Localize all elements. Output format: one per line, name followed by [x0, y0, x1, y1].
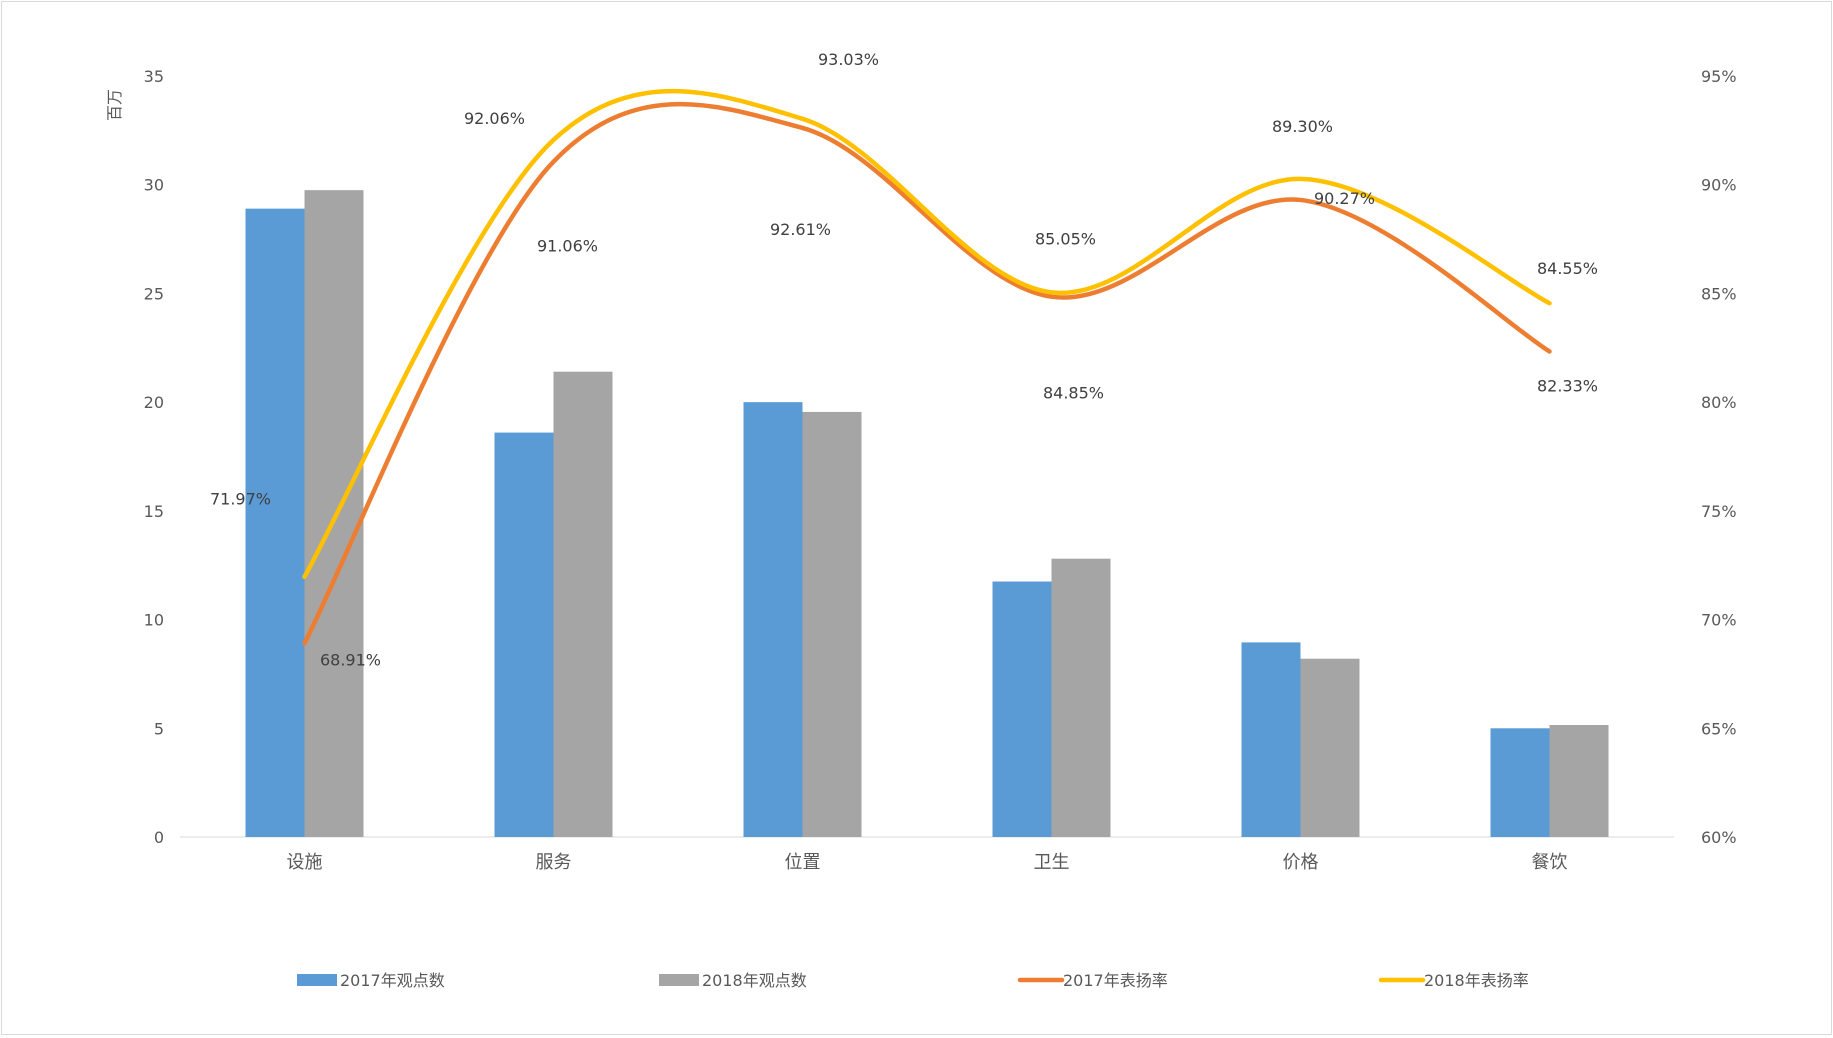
- bar-2018: [802, 411, 862, 837]
- y-left-tick-label: 35: [144, 67, 164, 86]
- lines: [302, 88, 1552, 646]
- data-label-2017: 92.61%: [770, 220, 831, 239]
- data-label-2018: 71.97%: [210, 490, 271, 509]
- x-tick-label: 价格: [1283, 852, 1319, 873]
- y-left-tick-label: 10: [144, 611, 164, 630]
- y-left-tick-label: 15: [144, 502, 164, 521]
- bar-2017: [1241, 642, 1301, 837]
- y-right-tick-label: 60%: [1701, 828, 1737, 847]
- bar-2017: [992, 581, 1052, 837]
- data-label-2017: 84.85%: [1043, 384, 1104, 403]
- bar-2017: [494, 432, 554, 837]
- bar-2018: [304, 190, 364, 837]
- y-right-tick-label: 85%: [1701, 284, 1737, 303]
- legend-swatch: [659, 974, 699, 986]
- y-left-tick-label: 5: [154, 719, 164, 738]
- bar-2018: [1300, 658, 1360, 837]
- y-right-tick-label: 80%: [1701, 393, 1737, 412]
- axes: 0 5 10 15 20 25 30 35 百万 60% 65% 70% 75% 80% 85% 90% 95%…: [105, 67, 1737, 873]
- data-label-2018: 84.55%: [1537, 259, 1598, 278]
- data-label-2018: 85.05%: [1035, 229, 1096, 248]
- y-right-tick-label: 75%: [1701, 502, 1737, 521]
- line-2018-praise-rate: [302, 88, 1552, 579]
- bar-2017: [245, 208, 305, 838]
- x-tick-label: 服务: [536, 852, 572, 873]
- x-tick-label: 卫生: [1034, 852, 1070, 873]
- y-right-tick-label: 90%: [1701, 176, 1737, 195]
- y-right-tick-label: 95%: [1701, 67, 1737, 86]
- legend-item-0: 2017年观点数: [297, 971, 445, 990]
- data-label-2017: 82.33%: [1537, 376, 1598, 395]
- legend-swatch: [297, 974, 337, 986]
- legend-label: 2018年观点数: [702, 971, 807, 990]
- y-right-tick-label: 70%: [1701, 611, 1737, 630]
- y-left-tick-label: 25: [144, 284, 164, 303]
- bar-2017: [1490, 728, 1550, 837]
- bar-2017: [743, 402, 803, 837]
- y-left-axis-title: 百万: [105, 89, 124, 121]
- x-tick-label: 位置: [785, 852, 821, 873]
- legend-item-1: 2018年观点数: [659, 971, 807, 990]
- legend: 2017年观点数 2018年观点数 2017年表扬率 2018年表扬率: [297, 971, 1529, 990]
- bars: [245, 190, 1609, 838]
- data-label-2017: 91.06%: [537, 237, 598, 256]
- legend-item-3: 2018年表扬率: [1378, 971, 1529, 990]
- data-labels: 68.91% 91.06% 92.61% 84.85% 89.30% 82.33% 71.9…: [210, 50, 1598, 669]
- bar-2018: [1051, 558, 1111, 837]
- y-left-tick-label: 20: [144, 393, 164, 412]
- bar-2018: [1549, 725, 1609, 837]
- legend-label: 2017年表扬率: [1063, 971, 1168, 990]
- line-2017-praise-rate: [302, 101, 1552, 646]
- data-label-2017: 89.30%: [1272, 117, 1333, 136]
- x-tick-label: 餐饮: [1532, 852, 1568, 873]
- data-label-2017: 68.91%: [320, 650, 381, 669]
- x-tick-label: 设施: [287, 852, 323, 873]
- legend-label: 2018年表扬率: [1424, 971, 1529, 990]
- y-left-tick-label: 30: [144, 176, 164, 195]
- legend-item-2: 2017年表扬率: [1017, 971, 1168, 990]
- y-left-tick-label: 0: [154, 828, 164, 847]
- data-label-2018: 92.06%: [464, 109, 525, 128]
- bar-2018: [553, 371, 613, 837]
- y-right-tick-label: 65%: [1701, 719, 1737, 738]
- legend-label: 2017年观点数: [340, 971, 445, 990]
- data-label-2018: 93.03%: [818, 50, 879, 69]
- data-label-2018: 90.27%: [1314, 189, 1375, 208]
